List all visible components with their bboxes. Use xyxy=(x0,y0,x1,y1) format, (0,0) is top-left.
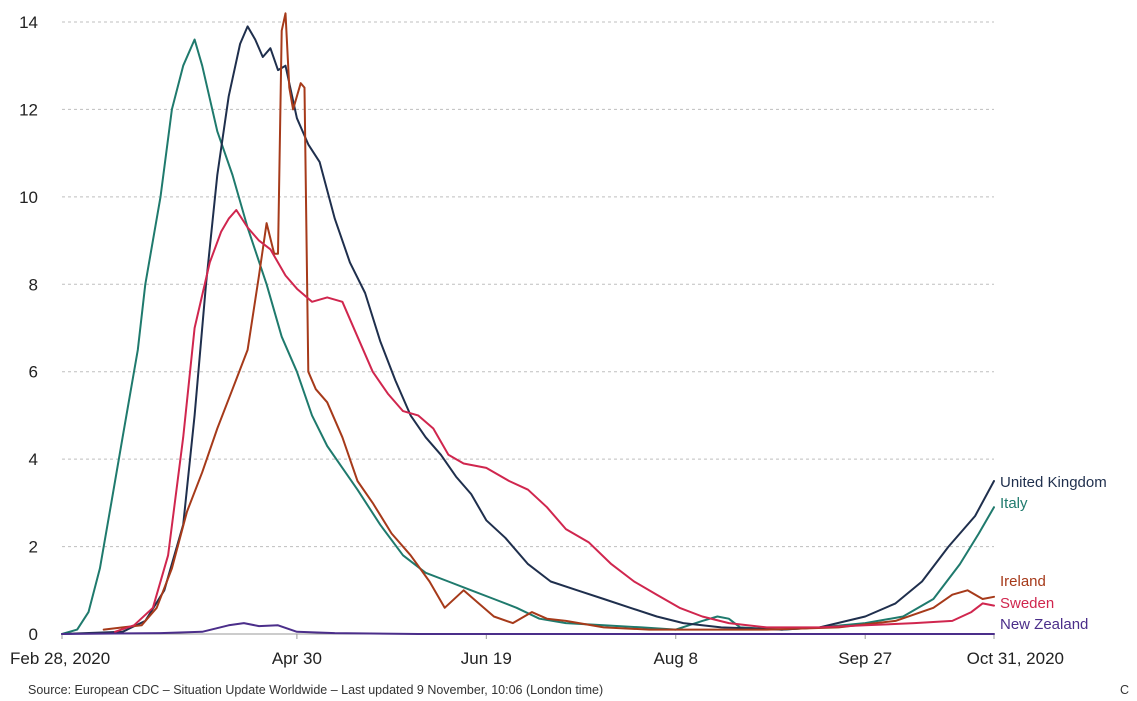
y-tick-label: 14 xyxy=(19,13,38,32)
x-tick-label: Jun 19 xyxy=(461,649,512,668)
y-tick-label: 6 xyxy=(29,363,38,382)
x-tick-label: Aug 8 xyxy=(654,649,698,668)
series-label-united-kingdom: United Kingdom xyxy=(1000,474,1107,491)
series-label-ireland: Ireland xyxy=(1000,573,1046,590)
series-line-united-kingdom xyxy=(61,25,995,635)
y-tick-label: 8 xyxy=(29,275,38,294)
y-axis-ticks: 0 2 4 6 8 10 12 14 xyxy=(19,13,38,644)
series-line-sweden xyxy=(114,209,995,633)
series-line-ireland xyxy=(102,12,995,631)
x-axis-ticks: Feb 28, 2020 Apr 30 Jun 19 Aug 8 Sep 27 Oct 3… xyxy=(10,634,1064,668)
y-tick-label: 12 xyxy=(19,100,38,119)
x-tick-label: Oct 31, 2020 xyxy=(967,649,1064,668)
series-lines xyxy=(61,12,995,635)
y-tick-label: 10 xyxy=(19,188,38,207)
source-note: Source: European CDC – Situation Update … xyxy=(28,683,604,697)
series-labels: Italy United Kingdom Ireland Sweden New Zeal… xyxy=(1000,474,1107,633)
y-tick-label: 0 xyxy=(29,625,38,644)
series-label-italy: Italy xyxy=(1000,495,1028,512)
x-tick-label: Sep 27 xyxy=(838,649,892,668)
x-tick-label: Apr 30 xyxy=(272,649,322,668)
corner-text: C xyxy=(1120,683,1130,697)
y-tick-label: 2 xyxy=(29,538,38,557)
x-tick-label: Feb 28, 2020 xyxy=(10,649,110,668)
series-line-new-zealand xyxy=(61,622,995,635)
series-label-new-zealand: New Zealand xyxy=(1000,616,1088,633)
series-label-sweden: Sweden xyxy=(1000,595,1054,612)
y-tick-label: 4 xyxy=(29,450,38,469)
